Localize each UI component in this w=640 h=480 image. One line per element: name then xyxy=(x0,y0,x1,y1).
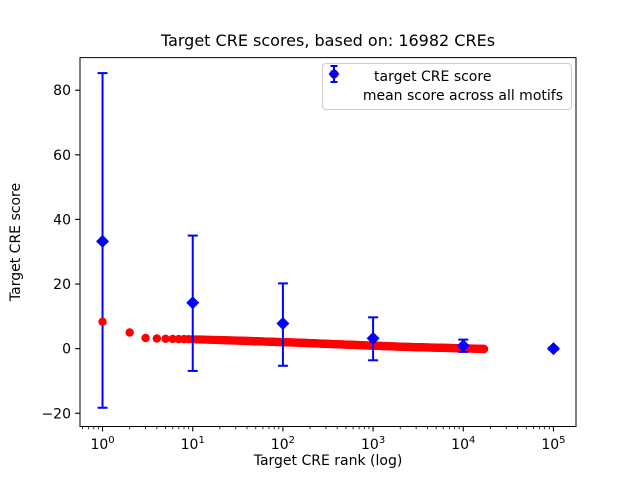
y-tick-label: 0 xyxy=(62,342,71,358)
mean-diamond-marker xyxy=(366,331,380,345)
x-axis-label: Target CRE rank (log) xyxy=(253,453,403,469)
legend-item-label: mean score across all motifs xyxy=(362,88,563,105)
mean-diamond-marker xyxy=(96,234,110,248)
y-tick-label: 60 xyxy=(53,148,71,164)
mean-diamond-marker xyxy=(546,342,560,356)
x-axis: 100 101 102 103 104 105 xyxy=(82,426,566,453)
y-tick-label: −20 xyxy=(41,406,71,422)
mean-diamond-marker xyxy=(456,339,470,353)
y-tick-label: 80 xyxy=(53,83,71,99)
y-tick-label: 20 xyxy=(53,277,71,293)
x-tick-label: 104 xyxy=(451,435,475,453)
y-axis: −20 0 20 40 60 80 xyxy=(41,83,80,422)
x-tick-label: 102 xyxy=(271,435,295,453)
legend-item-mean-score: mean score across all motifs xyxy=(328,65,563,107)
series-target-cre-score xyxy=(125,328,489,354)
target-rank1-dot xyxy=(98,317,107,327)
mean-diamond-marker xyxy=(186,296,200,310)
x-tick-label: 101 xyxy=(181,435,205,453)
y-axis-label: Target CRE score xyxy=(8,182,24,302)
mean-diamond-marker xyxy=(276,316,290,330)
legend-item-target-cre-score: target CRE score xyxy=(329,67,563,87)
legend: target CRE score mean score across all m… xyxy=(322,63,572,110)
x-tick-label: 103 xyxy=(361,435,385,453)
plot-border xyxy=(79,57,577,427)
series-mean-score xyxy=(96,72,560,409)
legend-item-label: target CRE score xyxy=(374,68,492,85)
x-tick-label: 100 xyxy=(90,435,114,453)
x-tick-label: 105 xyxy=(541,435,565,453)
chart-title: Target CRE scores, based on: 16982 CREs xyxy=(160,31,496,50)
y-tick-label: 40 xyxy=(53,212,71,228)
